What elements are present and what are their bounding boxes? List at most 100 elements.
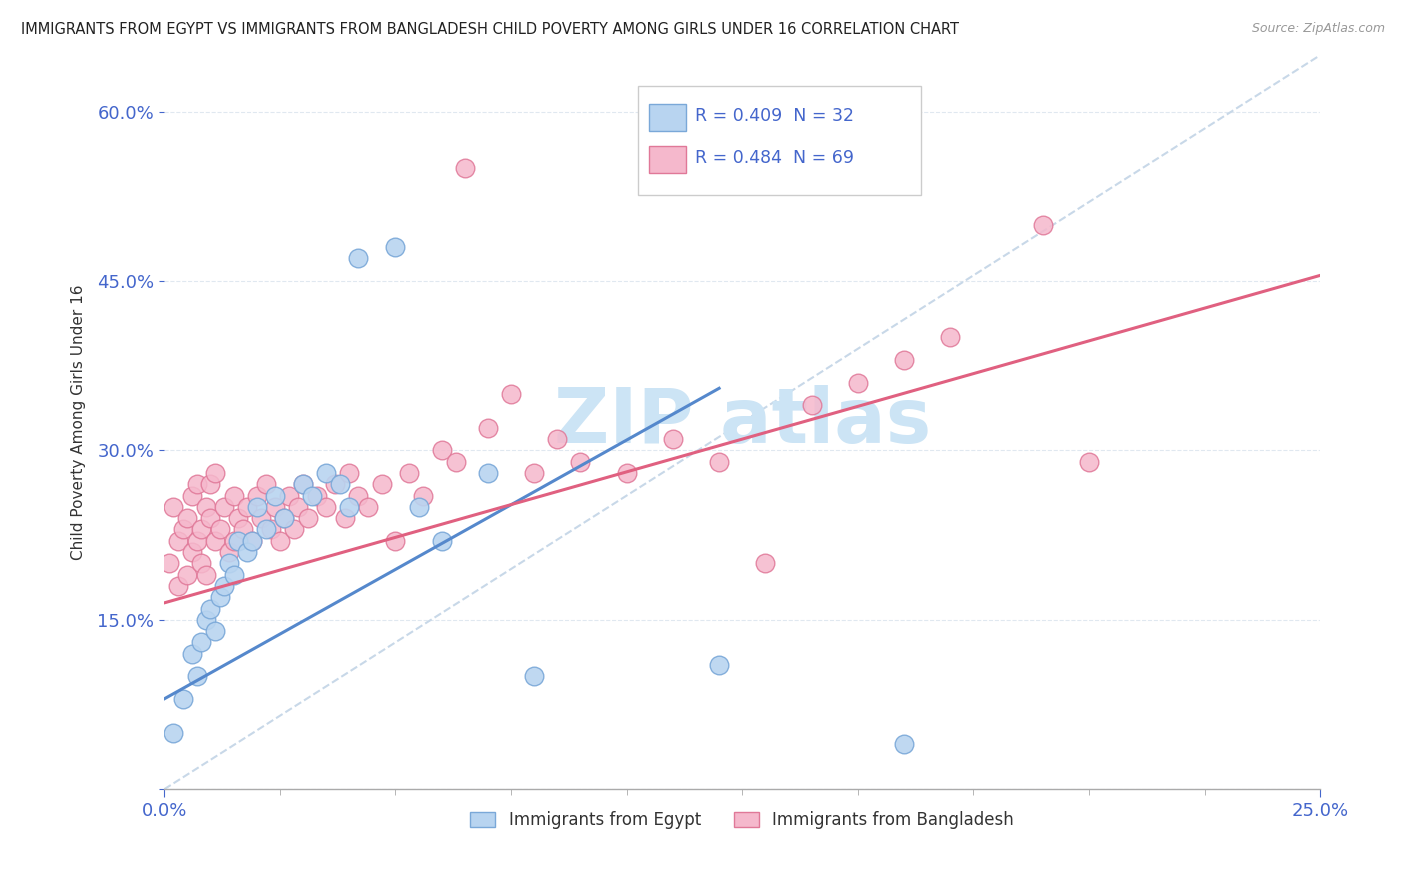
Point	[384, 240, 406, 254]
Point	[204, 624, 226, 639]
Point	[273, 511, 295, 525]
Point	[240, 533, 263, 548]
Point	[333, 511, 356, 525]
Text: Source: ZipAtlas.com: Source: ZipAtlas.com	[1251, 22, 1385, 36]
Point	[315, 466, 337, 480]
Point	[370, 477, 392, 491]
Text: R = 0.484  N = 69: R = 0.484 N = 69	[695, 149, 853, 167]
Point	[222, 489, 245, 503]
Point	[222, 567, 245, 582]
Point	[218, 545, 240, 559]
Point	[347, 252, 370, 266]
Point	[893, 737, 915, 751]
Point	[939, 330, 962, 344]
Point	[430, 443, 453, 458]
Point	[412, 489, 434, 503]
Text: R = 0.409  N = 32: R = 0.409 N = 32	[695, 107, 853, 125]
Point	[172, 691, 194, 706]
Point	[236, 545, 259, 559]
Point	[454, 161, 477, 175]
Point	[1032, 218, 1054, 232]
Point	[200, 601, 222, 615]
Point	[226, 511, 249, 525]
Point	[254, 477, 277, 491]
Point	[190, 557, 212, 571]
Point	[337, 466, 360, 480]
Point	[616, 466, 638, 480]
Point	[194, 500, 217, 514]
Point	[259, 523, 281, 537]
Point	[477, 421, 499, 435]
Point	[523, 669, 546, 683]
Point	[291, 477, 314, 491]
Point	[800, 398, 823, 412]
Point	[186, 477, 208, 491]
Point	[398, 466, 420, 480]
Point	[384, 533, 406, 548]
Point	[273, 511, 295, 525]
Point	[269, 533, 291, 548]
Text: ZIP atlas: ZIP atlas	[554, 385, 931, 459]
Point	[287, 500, 309, 514]
Point	[222, 533, 245, 548]
Point	[208, 591, 231, 605]
Point	[190, 635, 212, 649]
Point	[214, 579, 236, 593]
Bar	[648, 104, 686, 131]
Point	[157, 557, 180, 571]
Point	[181, 545, 204, 559]
Point	[226, 533, 249, 548]
Point	[214, 500, 236, 514]
Point	[186, 669, 208, 683]
Point	[347, 489, 370, 503]
Point	[176, 567, 198, 582]
Point	[246, 500, 269, 514]
Point	[444, 455, 467, 469]
Y-axis label: Child Poverty Among Girls Under 16: Child Poverty Among Girls Under 16	[72, 285, 86, 560]
Point	[408, 500, 430, 514]
Point	[250, 511, 273, 525]
Point	[337, 500, 360, 514]
Point	[546, 432, 568, 446]
Point	[477, 466, 499, 480]
Point	[291, 477, 314, 491]
Point	[499, 387, 522, 401]
Point	[208, 523, 231, 537]
Point	[194, 567, 217, 582]
Point	[167, 579, 190, 593]
Point	[356, 500, 378, 514]
Text: IMMIGRANTS FROM EGYPT VS IMMIGRANTS FROM BANGLADESH CHILD POVERTY AMONG GIRLS UN: IMMIGRANTS FROM EGYPT VS IMMIGRANTS FROM…	[21, 22, 959, 37]
Point	[569, 455, 592, 469]
Point	[181, 647, 204, 661]
Point	[264, 489, 287, 503]
Point	[176, 511, 198, 525]
Point	[236, 500, 259, 514]
Point	[200, 511, 222, 525]
FancyBboxPatch shape	[638, 86, 921, 194]
Point	[707, 455, 730, 469]
Point	[323, 477, 346, 491]
Point	[315, 500, 337, 514]
Point	[204, 533, 226, 548]
Point	[523, 466, 546, 480]
Point	[305, 489, 328, 503]
Point	[204, 466, 226, 480]
Point	[893, 353, 915, 368]
Bar	[648, 146, 686, 172]
Point	[264, 500, 287, 514]
Legend: Immigrants from Egypt, Immigrants from Bangladesh: Immigrants from Egypt, Immigrants from B…	[464, 805, 1021, 836]
Point	[186, 533, 208, 548]
Point	[246, 489, 269, 503]
Point	[194, 613, 217, 627]
Point	[278, 489, 301, 503]
Point	[200, 477, 222, 491]
Point	[283, 523, 305, 537]
Point	[754, 557, 776, 571]
Point	[662, 432, 685, 446]
Point	[218, 557, 240, 571]
Point	[1078, 455, 1101, 469]
Point	[846, 376, 869, 390]
Point	[707, 658, 730, 673]
Point	[162, 500, 184, 514]
Point	[240, 533, 263, 548]
